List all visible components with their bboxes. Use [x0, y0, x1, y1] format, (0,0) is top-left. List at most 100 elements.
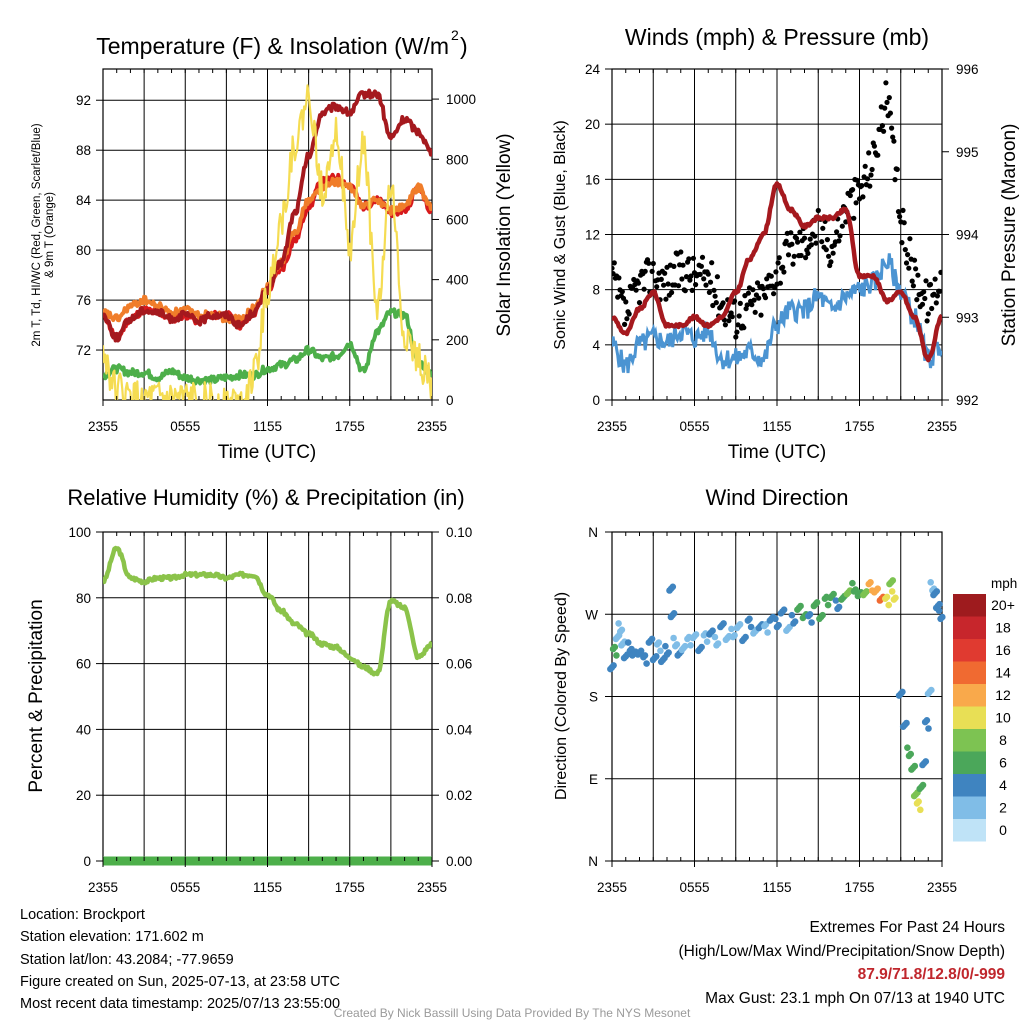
direction-panel: Wind Direction 2355 0555 1155 1755 2355 N E S W N D…	[553, 485, 1017, 895]
winds-xtick-label: 2355	[927, 419, 957, 434]
gust-point	[649, 268, 655, 274]
direction-xtick-label: 1155	[762, 880, 791, 895]
gust-point	[828, 259, 834, 265]
gust-point	[853, 200, 859, 206]
gust-point	[803, 255, 809, 261]
colorbar-label: 2	[999, 800, 1007, 816]
gust-point	[927, 281, 934, 288]
gust-point	[839, 223, 845, 229]
direction-point	[923, 717, 931, 724]
gust-point	[771, 291, 777, 297]
gust-point	[619, 289, 625, 295]
gust-point	[654, 284, 660, 290]
gust-point	[823, 247, 829, 253]
gust-point	[807, 236, 813, 242]
gust-point	[791, 253, 797, 259]
gust-point	[884, 99, 890, 105]
direction-point	[885, 601, 892, 609]
temperature-series-hi-wc	[103, 88, 432, 343]
gust-point	[820, 225, 826, 231]
direction-point	[788, 611, 796, 619]
direction-ytick-label: E	[589, 772, 598, 787]
gust-point	[773, 269, 779, 275]
gust-point	[706, 289, 713, 295]
humidity-right-ytick-label: 0.06	[446, 657, 472, 672]
gust-point	[826, 253, 832, 259]
gust-point	[894, 166, 900, 172]
figure-created: Figure created on Sun, 2025-07-13, at 23…	[20, 973, 340, 990]
temperature-ylabel-right: Solar Insolation (Yellow)	[494, 133, 515, 336]
gust-point	[937, 288, 942, 294]
temperature-left-ytick-label: 76	[76, 293, 91, 308]
colorbar-label: 8	[999, 732, 1007, 748]
gust-point	[847, 192, 853, 199]
gust-point	[886, 95, 892, 101]
gust-point	[750, 287, 756, 293]
colorbar-label: 16	[995, 642, 1011, 658]
gust-point	[867, 183, 873, 189]
gust-point	[895, 209, 902, 215]
gust-point	[783, 238, 789, 244]
humidity-right-ytick-label: 0.10	[446, 525, 472, 540]
winds-left-ytick-label: 4	[592, 338, 600, 353]
colorbar-label: 14	[995, 665, 1011, 681]
humidity-series-relative-humidity	[103, 545, 432, 677]
extremes-subtitle: (High/Low/Max Wind/Precipitation/Snow De…	[678, 942, 1006, 960]
temperature-right-ytick-label: 1000	[446, 92, 476, 107]
winds-right-ytick-label: 993	[956, 310, 979, 325]
gust-point	[780, 264, 786, 270]
most-recent-timestamp: Most recent data timestamp: 2025/07/13 2…	[20, 996, 341, 1013]
gust-point	[899, 240, 905, 246]
figure-canvas: Temperature (F) & Insolation (W/m 2)2355 0…	[26, 24, 1020, 895]
gust-point	[646, 260, 652, 266]
direction-point	[670, 610, 678, 617]
direction-xtick-label: 1755	[844, 880, 874, 895]
direction-point	[657, 647, 664, 655]
direction-point	[797, 602, 804, 610]
winds-series-sonic-wind	[612, 253, 942, 374]
gust-point	[737, 300, 743, 306]
gust-point	[712, 293, 718, 299]
winds-xlabel: Time (UTC)	[728, 442, 827, 463]
extremes-values: 87.9/71.8/12.8/0/-999	[857, 966, 1005, 983]
temperature-left-ytick-label: 88	[76, 143, 91, 158]
gust-point	[678, 249, 684, 255]
gust-point	[622, 321, 628, 327]
colorbar-swatch	[953, 661, 986, 684]
gust-point	[705, 271, 711, 277]
winds-xtick-label: 1755	[844, 419, 874, 434]
temperature-xtick-label: 2355	[88, 419, 118, 434]
temperature-title-superscript: 2	[451, 27, 459, 43]
gust-point	[698, 263, 705, 269]
colorbar-label: 20+	[991, 597, 1015, 613]
temperature-right-ytick-label: 800	[446, 152, 469, 167]
temperature-series-solar-insolation	[103, 84, 432, 400]
gust-point	[868, 172, 874, 178]
gust-point	[683, 274, 690, 280]
temperature-title: Temperature (F) & Insolation (W/m	[96, 33, 449, 59]
station-latlon: Station lat/lon: 43.2084; -77.9659	[20, 951, 234, 968]
gust-point	[815, 207, 821, 214]
gust-point	[701, 276, 707, 282]
direction-point	[915, 798, 922, 805]
direction-point	[780, 606, 788, 613]
direction-point	[927, 579, 934, 586]
max-gust: Max Gust: 23.1 mph On 07/13 at 1940 UTC	[705, 989, 1005, 1007]
gust-point	[859, 183, 865, 189]
humidity-left-ytick-label: 60	[76, 657, 91, 672]
direction-ytick-label: N	[588, 854, 598, 869]
colorbar-swatch	[953, 774, 986, 797]
direction-point	[673, 641, 681, 648]
gust-point	[754, 280, 761, 286]
gust-point	[933, 300, 939, 306]
gust-point	[775, 260, 781, 266]
gust-point	[797, 229, 803, 235]
winds-ylabel-left: Sonic Wind & Gust (Blue, Black)	[552, 120, 569, 349]
winds-panel: Winds (mph) & Pressure (mb) 2355 0555 1155 1…	[552, 24, 1020, 463]
gust-point	[921, 289, 927, 295]
direction-point	[728, 625, 735, 633]
gust-point	[891, 138, 897, 144]
gust-point	[864, 176, 871, 182]
direction-point	[813, 599, 821, 606]
gust-point	[869, 166, 875, 173]
